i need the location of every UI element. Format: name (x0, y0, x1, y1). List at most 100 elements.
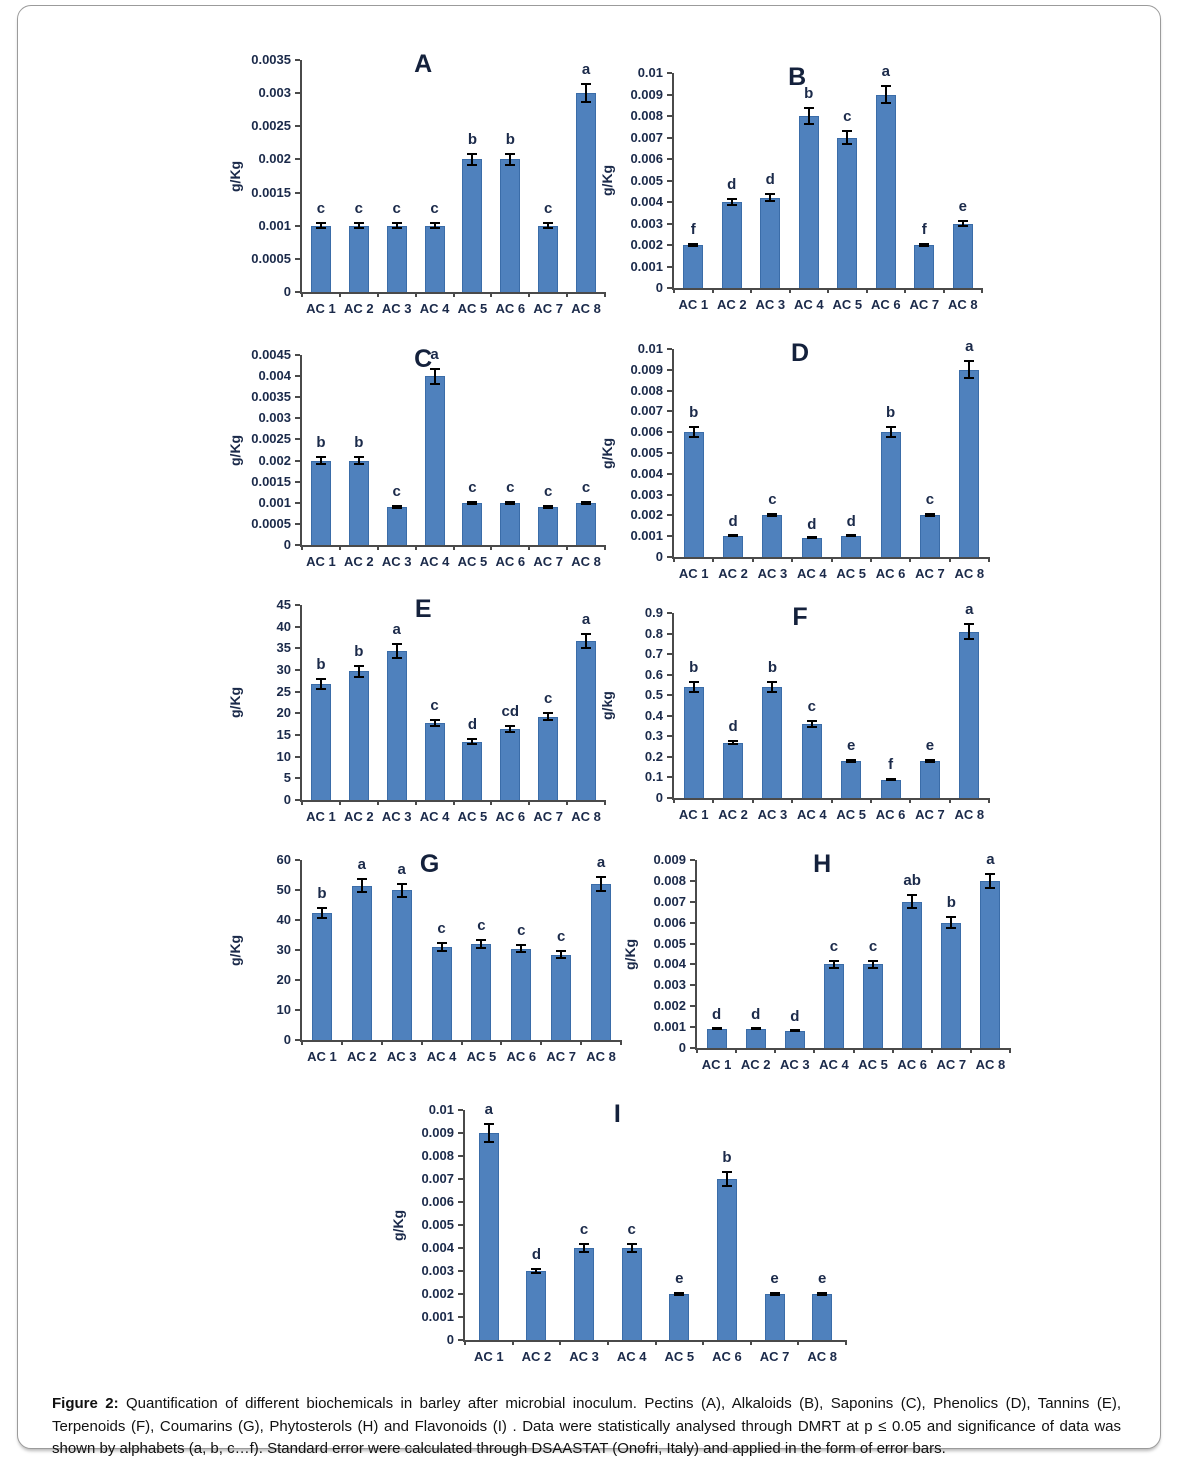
error-bar (765, 193, 776, 202)
x-tick-mark (566, 545, 569, 550)
y-axis: 0 0.001 0.002 0.003 0.004 0.005 0.006 0.007 0.00… (640, 853, 695, 1054)
bar-column: a (971, 852, 1010, 1048)
x-tick-mark (711, 288, 714, 293)
panel-title: E (414, 595, 432, 623)
bar (538, 507, 559, 545)
bar (762, 687, 783, 798)
error-bar (391, 643, 402, 659)
y-tick-label: 25 (276, 683, 291, 699)
error-bar (750, 1027, 761, 1031)
x-tick-mark (981, 288, 983, 293)
error-bar-line (692, 425, 695, 439)
x-tick-mark (511, 1340, 514, 1345)
error-bar-line (850, 759, 853, 763)
bar-column: c (910, 349, 949, 557)
y-tick-mark (458, 1132, 463, 1134)
error-bar-line (471, 500, 474, 505)
x-category-label: AC 6 (495, 809, 526, 824)
y-tick-label: 0.0035 (251, 389, 291, 405)
bar-column: a (342, 857, 382, 1040)
x-tick-mark (580, 1040, 583, 1045)
bar-column: a (567, 605, 605, 800)
x-category-label: AC 5 (832, 297, 863, 312)
x-category-label: AC 6 (897, 1057, 927, 1072)
y-tick-mark (667, 431, 672, 434)
error-bar (315, 222, 326, 230)
bar (902, 901, 923, 1048)
x-tick-mark (338, 545, 341, 550)
bar-column: e (798, 1110, 846, 1340)
x-tick-mark (338, 292, 341, 297)
y-tick-mark (458, 1109, 463, 1111)
y-tick-mark (295, 859, 300, 861)
y-tick-mark (458, 1178, 463, 1180)
x-tick-mark (702, 1340, 705, 1345)
x-tick-mark (340, 1040, 343, 1045)
error-bar-line (433, 222, 436, 230)
x-category-label: AC 7 (533, 554, 563, 569)
error-bar (505, 500, 516, 506)
y-tick-label: 0.008 (653, 872, 686, 888)
y-tick-mark (295, 417, 300, 420)
significance-letter: c (544, 200, 553, 218)
y-tick-mark (667, 179, 672, 182)
significance-letter: c (627, 1221, 636, 1239)
y-tick-mark (667, 632, 672, 635)
significance-letter: c (581, 478, 591, 496)
bar (764, 1294, 785, 1340)
y-tick-label: 0.003 (630, 215, 663, 231)
bar-columns: b b a c d cd c a (302, 605, 605, 800)
error-bar (885, 777, 896, 781)
bar-columns: a d c c e b e e (465, 1102, 846, 1340)
bar (745, 1029, 766, 1048)
y-tick-label: 0.006 (653, 914, 686, 930)
bar-column: c (529, 605, 567, 800)
y-tick-mark (295, 459, 300, 462)
bar (551, 954, 572, 1040)
x-category-label: AC 1 (306, 809, 336, 824)
error-bar-line (950, 916, 953, 929)
error-bar (728, 534, 739, 538)
bar (591, 883, 612, 1040)
y-tick-label: 0.007 (653, 893, 686, 909)
x-tick-mark (528, 292, 531, 297)
error-bar-line (433, 719, 436, 728)
significance-letter: f (690, 220, 696, 238)
chart-panel-A: g/Kg 0 0.0005 0.001 0.0015 0.002 0.0025 0.003 0.… (225, 32, 606, 316)
significance-letter: b (317, 884, 327, 902)
x-category-label: AC 2 (344, 809, 374, 824)
x-category-label: AC 2 (740, 1057, 771, 1072)
y-tick-label: 0.002 (258, 452, 291, 468)
x-category-label: AC 4 (419, 301, 450, 316)
x-tick-mark (566, 292, 569, 297)
y-tick-label: 30 (276, 942, 291, 957)
significance-letter: c (392, 482, 401, 500)
bar (959, 631, 980, 798)
error-bar-line (319, 678, 322, 690)
bar-column: c (567, 355, 605, 545)
bar-column: b (302, 605, 340, 800)
error-bar-line (793, 1029, 796, 1033)
panel-title: G (419, 850, 440, 878)
y-tick-mark (295, 690, 300, 693)
x-tick-mark (830, 798, 833, 803)
bar (801, 538, 822, 557)
x-tick-mark (891, 1048, 894, 1053)
y-tick-label: 0 (283, 537, 291, 552)
y-tick-label: 10 (276, 1002, 291, 1017)
error-bar (543, 222, 554, 230)
significance-letter: c (925, 491, 935, 509)
error-bar (353, 222, 364, 230)
error-bar-line (585, 83, 588, 104)
x-tick-mark (452, 800, 455, 805)
y-tick-label: 0 (655, 280, 663, 295)
y-tick-mark (667, 694, 672, 697)
y-tick-label: 10 (276, 748, 291, 764)
y-tick-mark (690, 984, 695, 987)
x-category-label: AC 6 (875, 807, 906, 822)
bar-column: b (753, 613, 792, 798)
error-bar (596, 875, 607, 892)
x-axis-labels: AC 1 AC 2 AC 3 AC 4 AC 5 AC 6 AC 7 AC 8 (300, 1049, 621, 1064)
error-bar (476, 938, 487, 950)
